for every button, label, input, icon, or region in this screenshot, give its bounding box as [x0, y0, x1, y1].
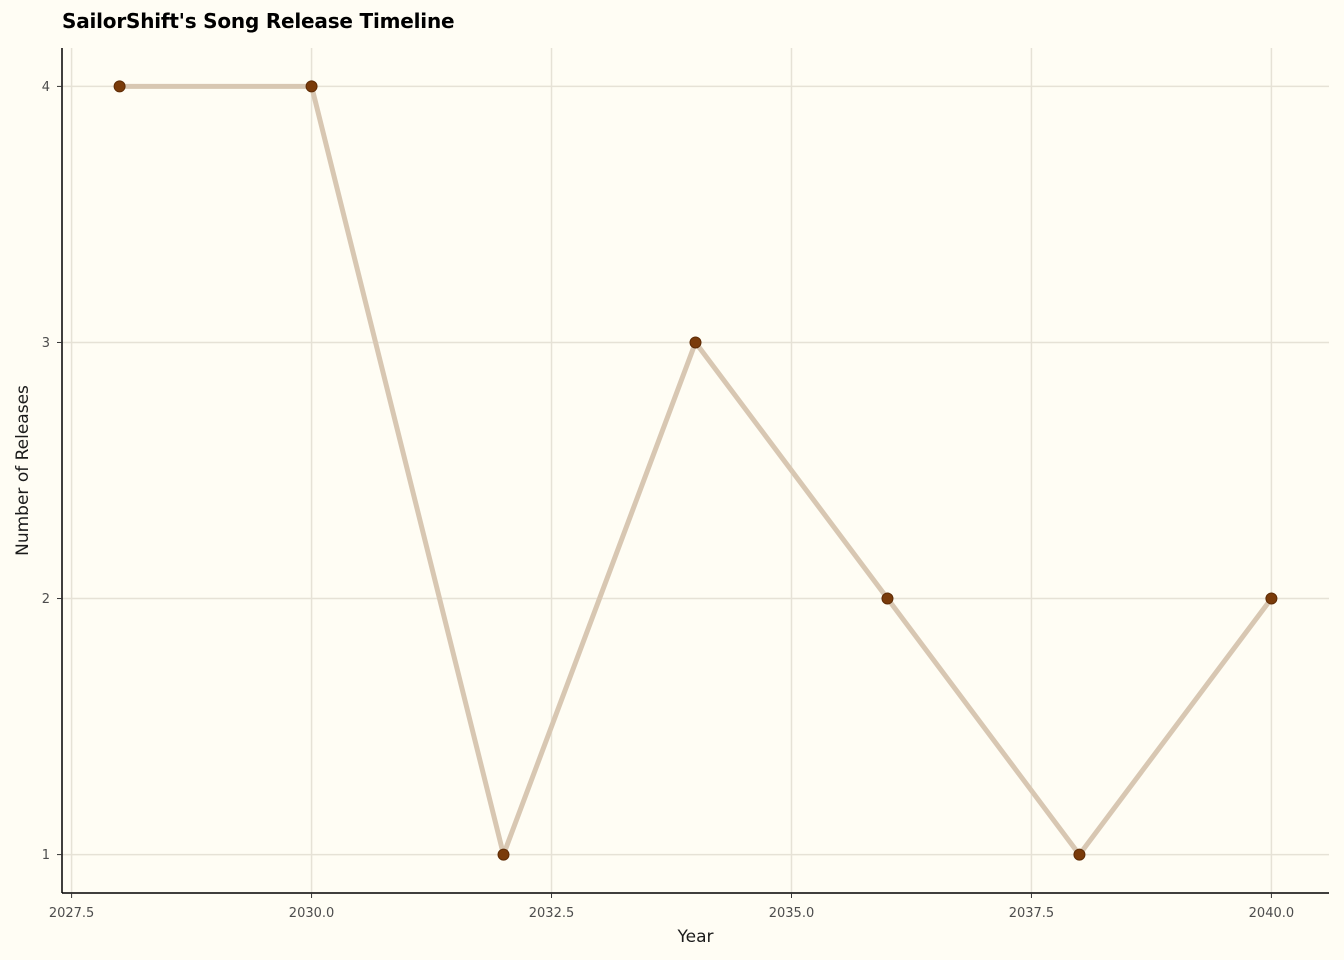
data-point — [1265, 592, 1278, 605]
grid-lines — [62, 48, 1329, 893]
y-tick-label: 4 — [42, 80, 50, 95]
x-axis-ticks: 2027.5 2030.0 2032.5 2035.0 2037.5 2040.0 — [49, 893, 1294, 921]
x-tick-label: 2035.0 — [769, 906, 815, 921]
x-tick-label: 2027.5 — [49, 906, 95, 921]
data-point — [689, 336, 702, 349]
series-line-layer — [117, 83, 1274, 858]
chart-title: SailorShift's Song Release Timeline — [62, 9, 455, 33]
x-tick-label: 2030.0 — [289, 906, 335, 921]
y-axis-ticks: 1 2 3 4 — [42, 80, 62, 863]
data-point — [1073, 848, 1086, 861]
series-line — [117, 83, 1274, 858]
data-point — [497, 848, 510, 861]
y-tick-label: 3 — [42, 336, 50, 351]
y-axis-title: Number of Releases — [13, 385, 33, 556]
data-point — [113, 80, 126, 93]
x-tick-label: 2037.5 — [1009, 906, 1055, 921]
data-point — [881, 592, 894, 605]
axes — [61, 48, 1329, 894]
x-tick-label: 2040.0 — [1249, 906, 1295, 921]
y-tick-label: 1 — [42, 848, 50, 863]
y-tick-label: 2 — [42, 592, 50, 607]
x-tick-label: 2032.5 — [529, 906, 575, 921]
data-points — [113, 80, 1278, 861]
x-axis-title: Year — [677, 927, 714, 947]
data-point — [305, 80, 318, 93]
